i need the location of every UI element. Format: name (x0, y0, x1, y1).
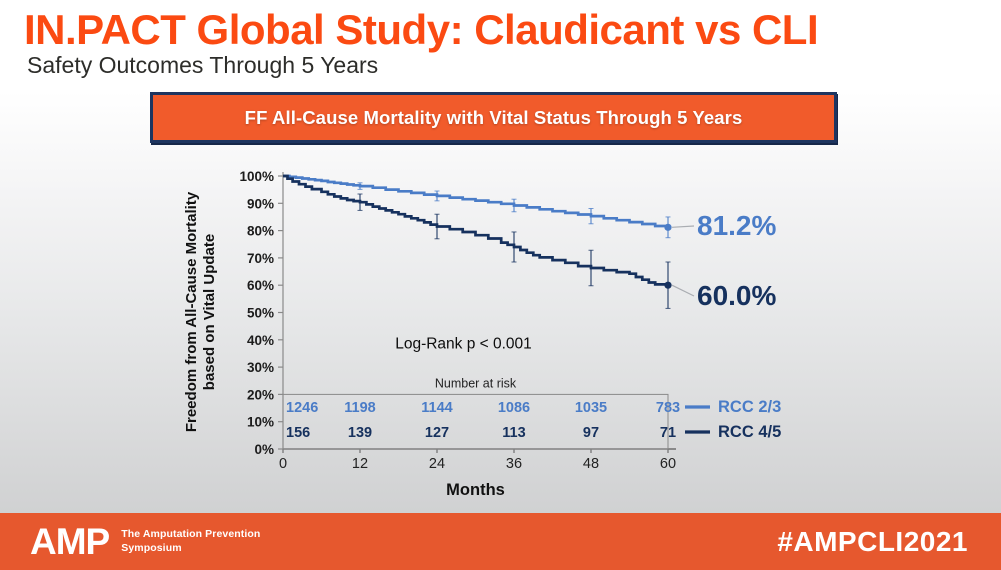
y-axis-title-line2: based on Vital Update (201, 234, 218, 390)
tagline-line1: The Amputation Prevention (121, 528, 261, 541)
km-chart: 100% 90% 80% 70% 60% 50% 40% 30% 20% 10% 0% 0 12 24 36… (183, 169, 781, 499)
y-tick-label: 90% (247, 196, 274, 211)
y-tick-label: 70% (247, 251, 274, 266)
series-end-label: 81.2% (697, 210, 776, 241)
series-line-rcc-4-5 (283, 174, 670, 286)
risk-table-caption: Number at risk (435, 376, 517, 390)
risk-count: 97 (583, 425, 599, 441)
label-leader-line (671, 284, 695, 297)
risk-count: 71 (660, 425, 676, 441)
amp-logo-tagline: The Amputation Prevention Symposium (121, 528, 260, 554)
risk-table-box (282, 393, 669, 450)
label-leader-line (671, 225, 695, 228)
y-axis-title-line1: Freedom from All-Cause Mortality (183, 191, 200, 432)
tagline-line2: Symposium (121, 541, 182, 554)
footer-bar: AMP The Amputation Prevention Symposium … (0, 513, 1001, 570)
legend-label: RCC 2/3 (718, 398, 781, 416)
y-tick-label: 40% (247, 333, 274, 348)
risk-count: 1086 (498, 400, 530, 416)
y-tick-label: 60% (247, 278, 274, 293)
risk-count: 139 (348, 425, 372, 441)
y-tick-label: 0% (254, 442, 274, 457)
x-tick-label: 48 (583, 456, 599, 472)
x-tick-label: 24 (429, 456, 445, 472)
legend-label: RCC 4/5 (718, 423, 781, 441)
page-title: IN.PACT Global Study: Claudicant vs CLI (24, 6, 819, 53)
series-end-marker (664, 223, 672, 231)
log-rank-annotation: Log-Rank p < 0.001 (395, 335, 532, 352)
risk-count: 1198 (344, 400, 375, 416)
x-tick-label: 12 (352, 456, 368, 472)
event-hashtag: #AMPCLI2021 (777, 525, 968, 557)
y-tick-label: 10% (247, 415, 274, 430)
risk-count: 113 (502, 425, 525, 441)
risk-count: 1144 (421, 400, 452, 416)
risk-count: 156 (286, 425, 310, 441)
page-subtitle: Safety Outcomes Through 5 Years (27, 52, 379, 78)
y-axis-title: Freedom from All-Cause Mortality based on… (183, 191, 218, 432)
chart-title-banner: FF All-Cause Mortality with Vital Status… (150, 92, 837, 143)
risk-count: 127 (425, 425, 449, 441)
series-line-rcc-2-3 (283, 174, 670, 228)
risk-count: 1035 (575, 400, 607, 416)
amp-logo-text: AMP (30, 521, 110, 562)
x-tick-label: 0 (279, 456, 287, 472)
y-tick-label: 100% (239, 169, 274, 184)
chart-title-banner-text: FF All-Cause Mortality with Vital Status… (244, 106, 743, 128)
y-tick-label: 20% (247, 387, 274, 402)
amp-logo: AMP The Amputation Prevention Symposium (30, 523, 260, 560)
x-tick-label: 36 (506, 456, 522, 472)
risk-count: 1246 (286, 400, 318, 416)
y-tick-label: 50% (247, 306, 274, 321)
series-end-label: 60.0% (697, 280, 776, 311)
y-tick-label: 30% (247, 360, 274, 375)
risk-count: 783 (656, 400, 680, 416)
x-axis-title: Months (446, 481, 505, 499)
y-tick-label: 80% (247, 224, 274, 239)
x-tick-label: 60 (660, 456, 676, 472)
series-end-marker (664, 281, 672, 289)
